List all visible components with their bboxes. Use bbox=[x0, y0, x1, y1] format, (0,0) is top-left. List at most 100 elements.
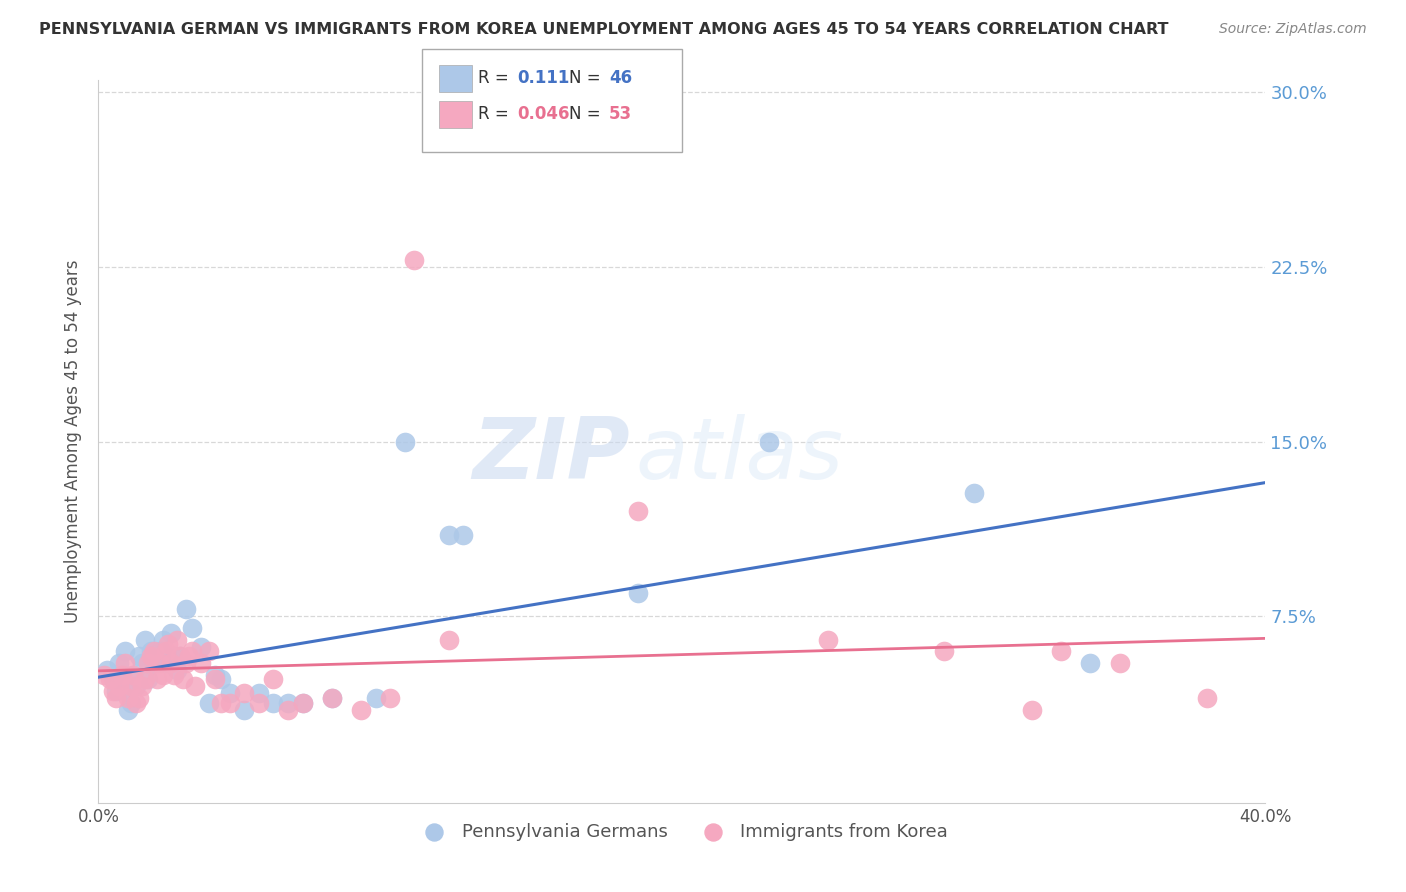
Point bbox=[350, 702, 373, 716]
Text: N =: N = bbox=[569, 70, 606, 87]
Point bbox=[128, 648, 150, 663]
Point bbox=[117, 690, 139, 705]
Point bbox=[149, 656, 172, 670]
Point bbox=[104, 684, 127, 698]
Point bbox=[149, 644, 172, 658]
Point bbox=[262, 673, 284, 687]
Point bbox=[627, 586, 650, 600]
Point bbox=[139, 644, 162, 658]
Text: R =: R = bbox=[478, 105, 515, 123]
Point bbox=[160, 656, 183, 670]
Point bbox=[934, 644, 956, 658]
Point bbox=[166, 632, 188, 647]
Point bbox=[180, 621, 202, 635]
Point bbox=[183, 679, 205, 693]
Point bbox=[111, 667, 134, 681]
Point bbox=[321, 690, 343, 705]
Point bbox=[134, 632, 156, 647]
Text: N =: N = bbox=[569, 105, 606, 123]
Point bbox=[1195, 690, 1218, 705]
Point bbox=[104, 690, 127, 705]
Point bbox=[166, 663, 188, 677]
Point bbox=[380, 690, 402, 705]
Point bbox=[108, 656, 131, 670]
Point bbox=[1080, 656, 1102, 670]
Text: 46: 46 bbox=[609, 70, 631, 87]
Point bbox=[437, 528, 460, 542]
Point bbox=[169, 648, 191, 663]
Text: R =: R = bbox=[478, 70, 515, 87]
Point bbox=[209, 673, 232, 687]
Point bbox=[120, 679, 142, 693]
Point bbox=[218, 686, 240, 700]
Y-axis label: Unemployment Among Ages 45 to 54 years: Unemployment Among Ages 45 to 54 years bbox=[63, 260, 82, 624]
Point bbox=[155, 656, 177, 670]
Point bbox=[122, 667, 145, 681]
Point bbox=[114, 656, 136, 670]
Point bbox=[125, 696, 148, 710]
Point bbox=[627, 504, 650, 518]
Point bbox=[142, 656, 165, 670]
Point bbox=[277, 702, 299, 716]
Point bbox=[122, 667, 145, 681]
Point bbox=[190, 640, 212, 654]
Legend: Pennsylvania Germans, Immigrants from Korea: Pennsylvania Germans, Immigrants from Ko… bbox=[409, 815, 955, 848]
Point bbox=[134, 673, 156, 687]
Point bbox=[247, 696, 270, 710]
Point bbox=[101, 684, 124, 698]
Point bbox=[233, 702, 256, 716]
Point bbox=[291, 696, 314, 710]
Point bbox=[163, 648, 186, 663]
Point bbox=[142, 644, 165, 658]
Point bbox=[101, 673, 124, 687]
Text: PENNSYLVANIA GERMAN VS IMMIGRANTS FROM KOREA UNEMPLOYMENT AMONG AGES 45 TO 54 YE: PENNSYLVANIA GERMAN VS IMMIGRANTS FROM K… bbox=[39, 22, 1168, 37]
Point bbox=[174, 602, 197, 616]
Point bbox=[177, 648, 200, 663]
Point bbox=[1108, 656, 1130, 670]
Point bbox=[190, 656, 212, 670]
Text: 0.111: 0.111 bbox=[517, 70, 569, 87]
Point bbox=[98, 673, 121, 687]
Text: Source: ZipAtlas.com: Source: ZipAtlas.com bbox=[1219, 22, 1367, 37]
Point bbox=[1021, 702, 1043, 716]
Point bbox=[402, 252, 425, 267]
Text: ZIP: ZIP bbox=[472, 415, 630, 498]
Point bbox=[155, 644, 177, 658]
Point bbox=[157, 637, 180, 651]
Point bbox=[160, 625, 183, 640]
Point bbox=[174, 656, 197, 670]
Point bbox=[247, 686, 270, 700]
Point bbox=[209, 696, 232, 710]
Point bbox=[120, 696, 142, 710]
Point bbox=[394, 434, 416, 449]
Point bbox=[180, 644, 202, 658]
Point bbox=[451, 528, 474, 542]
Point bbox=[146, 673, 169, 687]
Point bbox=[117, 702, 139, 716]
Point bbox=[96, 663, 118, 677]
Point bbox=[198, 644, 221, 658]
Point bbox=[1050, 644, 1073, 658]
Point bbox=[136, 673, 159, 687]
Point bbox=[139, 648, 162, 663]
Point bbox=[152, 667, 174, 681]
Point bbox=[131, 679, 153, 693]
Point bbox=[152, 632, 174, 647]
Point bbox=[204, 673, 226, 687]
Point bbox=[198, 696, 221, 710]
Point bbox=[163, 667, 186, 681]
Point bbox=[962, 485, 984, 500]
Point bbox=[111, 667, 134, 681]
Point bbox=[218, 696, 240, 710]
Point bbox=[262, 696, 284, 710]
Point bbox=[817, 632, 839, 647]
Point bbox=[291, 696, 314, 710]
Point bbox=[128, 690, 150, 705]
Point bbox=[93, 667, 115, 681]
Point bbox=[117, 686, 139, 700]
Point bbox=[758, 434, 780, 449]
Point bbox=[169, 648, 191, 663]
Point bbox=[136, 656, 159, 670]
Point bbox=[233, 686, 256, 700]
Text: atlas: atlas bbox=[636, 415, 844, 498]
